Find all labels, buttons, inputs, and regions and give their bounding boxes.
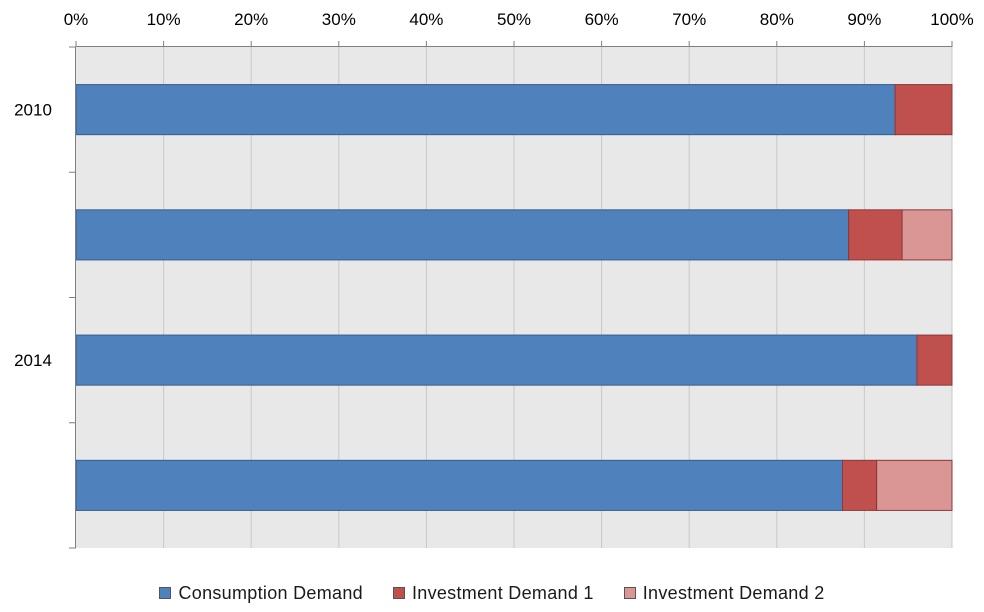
x-tick-label: 60% <box>585 10 619 29</box>
x-tick-label: 30% <box>322 10 356 29</box>
x-axis-tick-labels: 0% 10% 20% 30% 40% 50% 60% 70% 80% 90% 100% <box>64 10 974 29</box>
legend-swatch <box>392 587 405 599</box>
legend-item: Investment Demand 1 <box>392 582 594 604</box>
bar-segment <box>916 334 953 386</box>
x-tick-label: 80% <box>760 10 794 29</box>
legend-label: Investment Demand 2 <box>642 582 825 603</box>
x-tick-label: 90% <box>847 10 881 29</box>
legend-item: Consumption Demand <box>159 583 363 604</box>
x-tick-label: 0% <box>64 10 89 29</box>
x-tick-label: 40% <box>409 10 443 29</box>
bar-segment <box>75 459 843 511</box>
bar-segment <box>876 459 953 511</box>
y-category-label: 2014 <box>14 351 52 370</box>
legend-swatch <box>159 587 172 599</box>
x-tick-label: 50% <box>497 10 531 29</box>
bar-segment <box>894 84 953 136</box>
x-tick-label: 70% <box>672 10 706 29</box>
y-category-label: 2010 <box>14 101 52 120</box>
legend-swatch <box>623 587 636 599</box>
legend: Consumption Demand Investment Demand 1 Inv… <box>0 580 984 606</box>
bars <box>75 84 953 511</box>
bar-segment <box>842 459 878 511</box>
bar-segment <box>75 334 918 386</box>
legend-label: Investment Demand 1 <box>411 582 594 603</box>
bar-segment <box>75 84 896 136</box>
bar-segment <box>901 209 953 261</box>
x-tick-label: 100% <box>930 10 973 29</box>
bar-segment <box>848 209 903 261</box>
bar-segment <box>75 209 850 261</box>
x-tick-label: 20% <box>234 10 268 29</box>
legend-item: Investment Demand 2 <box>623 582 825 604</box>
legend-label: Consumption Demand <box>178 582 363 603</box>
axes <box>69 41 953 549</box>
stacked-bar-chart: 0% 10% 20% 30% 40% 50% 60% 70% 80% 90% 100% 201020… <box>14 10 974 549</box>
y-axis-category-labels: 2010 2014 <box>14 101 52 371</box>
x-tick-label: 10% <box>147 10 181 29</box>
